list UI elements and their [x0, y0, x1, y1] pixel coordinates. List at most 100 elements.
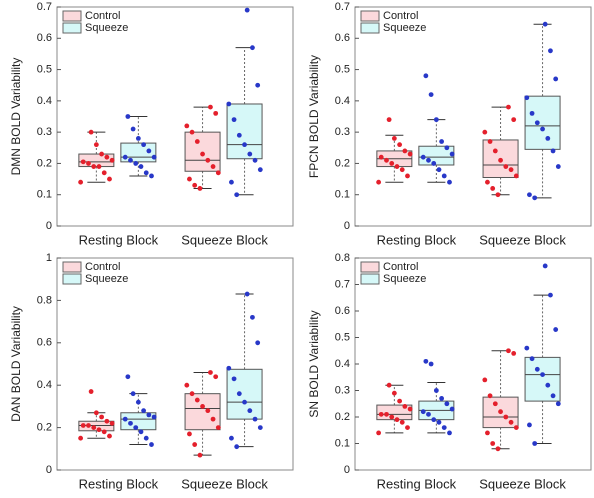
data-point — [244, 7, 250, 13]
data-point — [482, 129, 488, 135]
data-point — [550, 148, 556, 154]
data-point — [428, 361, 434, 367]
data-point — [184, 382, 190, 388]
y-axis-label: DAN BOLD Variability — [9, 306, 23, 422]
data-point — [101, 170, 107, 176]
data-point — [376, 179, 382, 185]
legend-label: Squeeze — [85, 22, 128, 34]
data-point — [208, 104, 213, 110]
data-point — [194, 397, 200, 403]
data-point — [88, 389, 94, 394]
data-point — [487, 139, 493, 144]
data-point — [194, 139, 200, 144]
data-point — [540, 372, 545, 377]
data-point — [527, 192, 532, 198]
data-point — [550, 393, 556, 399]
data-point — [133, 161, 139, 166]
data-point — [444, 401, 450, 407]
data-point — [441, 173, 447, 179]
y-tick-label: 1 — [46, 252, 52, 264]
y-tick-label: 0.3 — [335, 384, 350, 396]
legend-swatch — [62, 22, 82, 34]
box — [226, 103, 263, 160]
data-point — [242, 399, 247, 405]
data-point — [511, 117, 517, 123]
data-point — [101, 429, 107, 435]
data-point — [553, 327, 559, 332]
data-point — [250, 314, 255, 320]
data-point — [498, 409, 503, 415]
data-point — [149, 442, 154, 447]
data-point — [197, 186, 203, 191]
data-point — [130, 126, 136, 132]
data-point — [231, 376, 237, 382]
y-tick-label: 0.2 — [335, 411, 350, 423]
data-point — [490, 186, 496, 191]
data-point — [128, 420, 133, 426]
data-point — [389, 414, 395, 420]
legend-swatch — [360, 273, 380, 285]
data-point — [197, 452, 203, 458]
data-point — [378, 154, 384, 160]
y-tick-label: 0.3 — [37, 126, 52, 138]
data-point — [130, 391, 136, 397]
data-point — [104, 154, 110, 160]
data-point — [78, 435, 84, 441]
data-point — [399, 167, 405, 173]
axes-frame — [56, 257, 294, 471]
data-point — [96, 164, 102, 169]
data-point — [389, 161, 395, 166]
data-point — [449, 406, 455, 412]
data-point — [378, 411, 384, 417]
data-point — [215, 425, 221, 430]
data-point — [122, 416, 128, 422]
data-point — [506, 348, 511, 354]
data-point — [391, 136, 397, 141]
data-point — [444, 145, 450, 151]
y-axis-label: FPCN BOLD Variability — [307, 55, 321, 178]
data-point — [402, 404, 408, 409]
axes-frame — [56, 6, 294, 227]
box — [226, 368, 263, 420]
data-point — [93, 410, 99, 416]
data-point — [529, 110, 535, 116]
data-point — [402, 148, 408, 154]
data-point — [208, 370, 213, 375]
legend-label: Squeeze — [85, 273, 128, 285]
data-point — [542, 21, 548, 27]
data-point — [184, 123, 190, 129]
data-point — [508, 419, 514, 425]
y-tick-label: 0.5 — [37, 63, 52, 75]
data-point — [397, 142, 403, 148]
data-point — [439, 139, 445, 144]
data-point — [485, 430, 490, 436]
data-point — [141, 408, 147, 414]
data-point — [426, 157, 431, 163]
data-point — [146, 148, 152, 154]
data-point — [192, 442, 198, 447]
data-point — [436, 419, 442, 425]
y-tick-label: 0.5 — [335, 63, 350, 75]
data-point — [99, 414, 105, 420]
box — [524, 95, 561, 150]
data-point — [86, 423, 91, 428]
data-point — [109, 157, 115, 163]
data-point — [542, 263, 548, 269]
legend-swatch — [360, 261, 380, 273]
data-point — [545, 382, 551, 388]
data-point — [122, 154, 128, 160]
data-point — [503, 414, 509, 420]
data-point — [146, 412, 152, 418]
data-point — [141, 142, 147, 148]
data-point — [548, 292, 553, 298]
data-point — [205, 408, 211, 414]
data-point — [436, 167, 442, 173]
data-point — [252, 416, 258, 422]
data-point — [545, 136, 551, 141]
y-tick-label: 0.6 — [335, 32, 350, 44]
data-point — [80, 423, 86, 428]
data-point — [376, 430, 382, 436]
data-point — [151, 414, 157, 420]
data-point — [548, 48, 553, 54]
